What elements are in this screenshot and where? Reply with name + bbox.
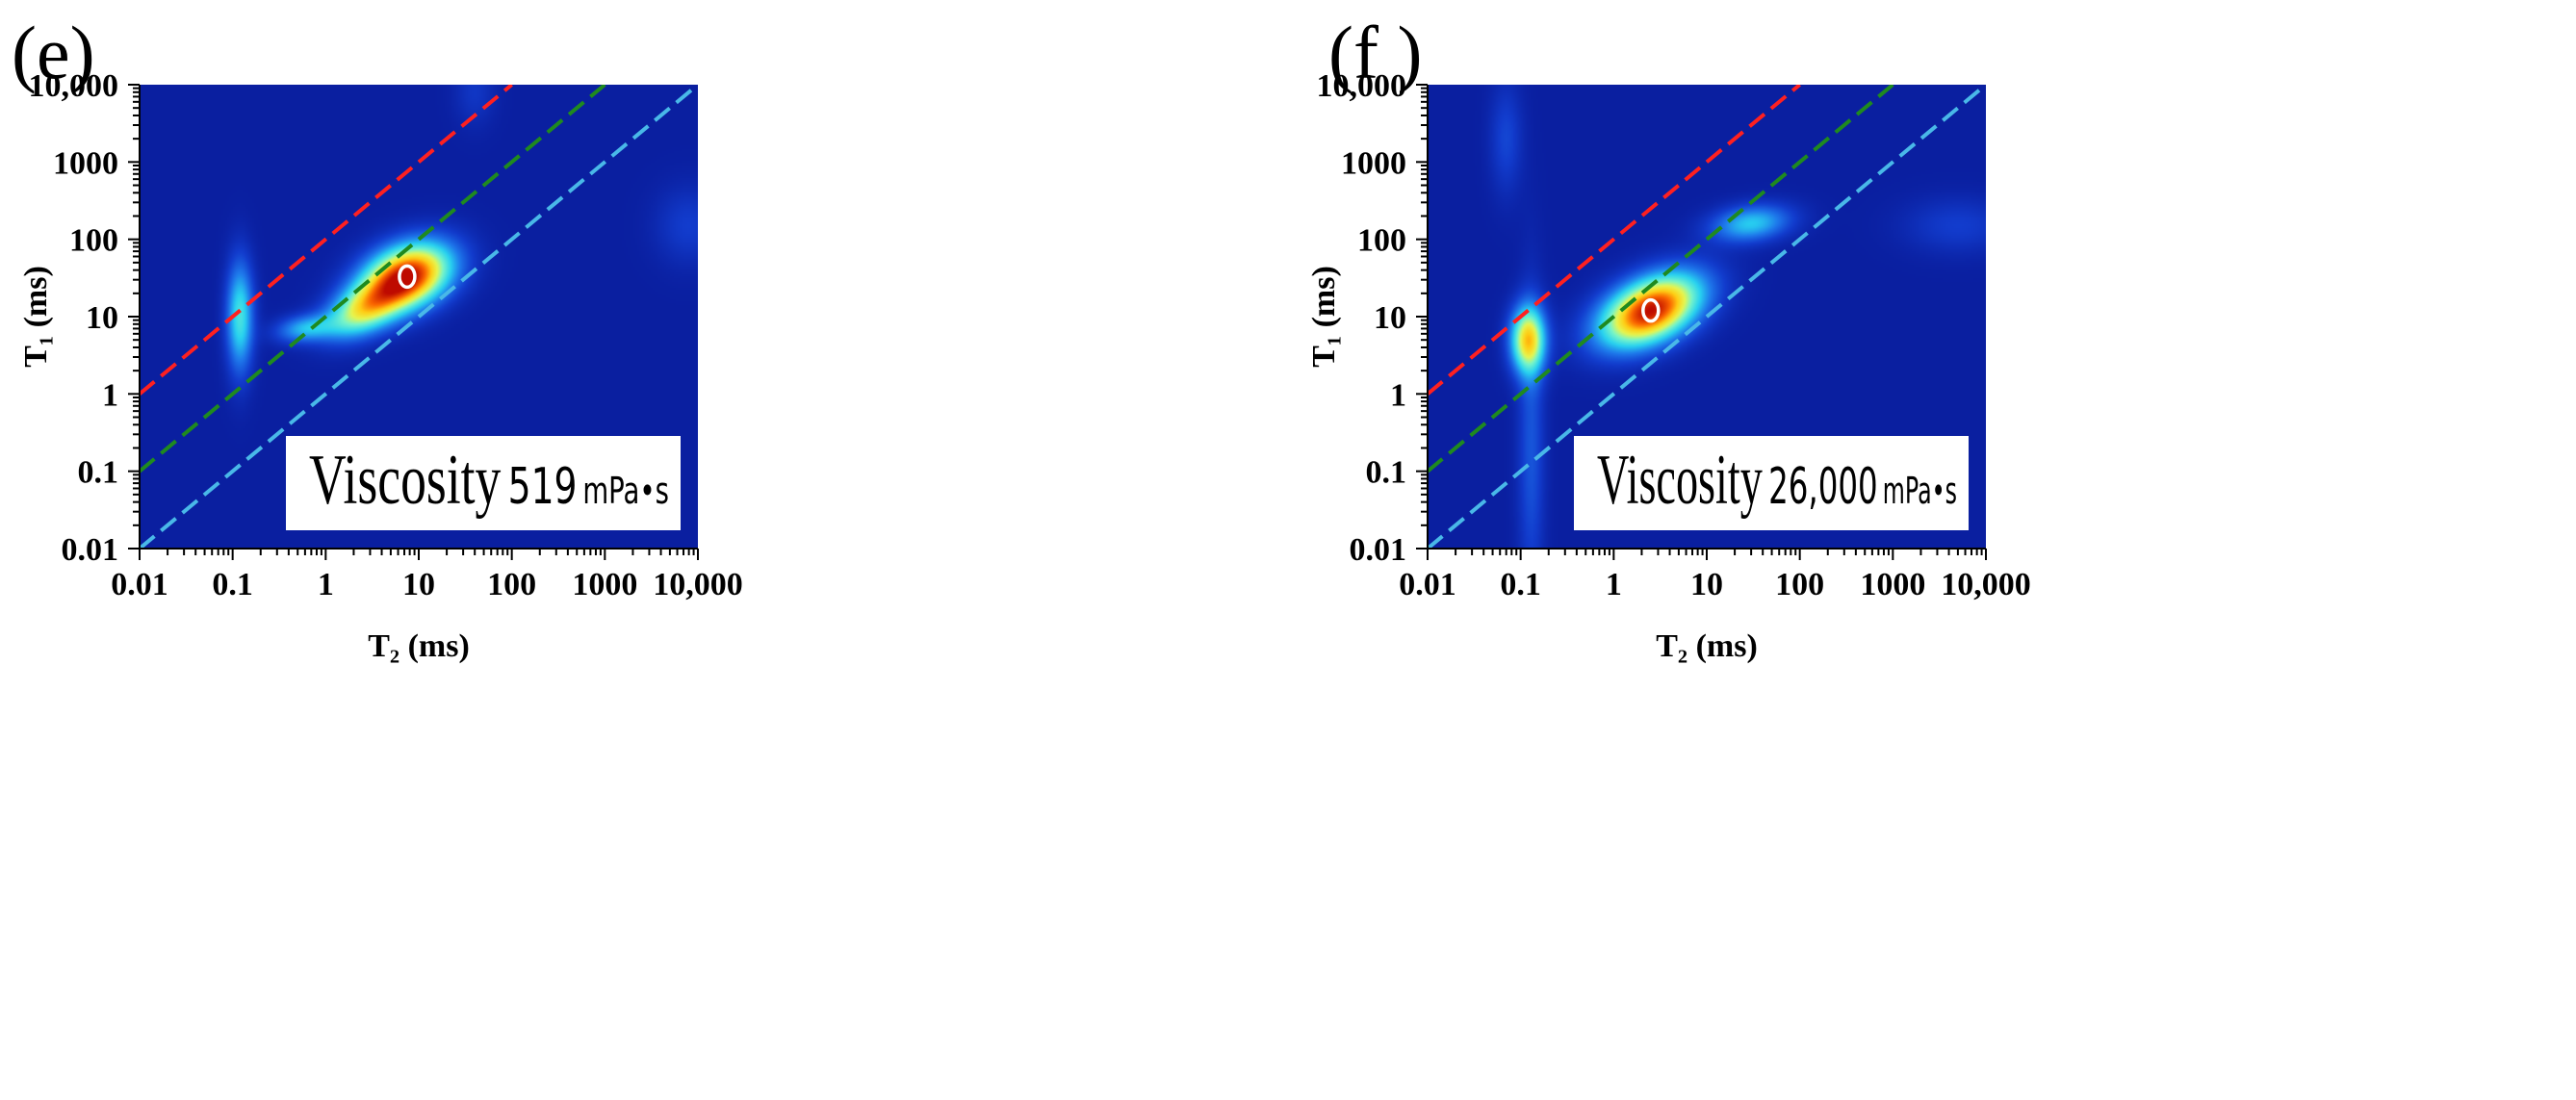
viscosity-annotation: Viscosity26,000mPa•s xyxy=(1597,441,1957,520)
t1-t2-map-f: 0.01 0.1 1 10 100 1000 10,000 0.01 0.1 1 10 100 1000… xyxy=(1306,68,2031,664)
y-axis-label: T₁ (ms) xyxy=(18,266,54,368)
viscosity-box xyxy=(1574,436,1969,530)
y-tick-label: 100 xyxy=(69,223,118,259)
viscosity-value: 519 xyxy=(508,458,578,516)
viscosity-box xyxy=(286,436,681,530)
x-tick-label: 10 xyxy=(402,567,435,602)
panel-label: (e) xyxy=(12,11,95,94)
y-tick-label: 10 xyxy=(86,300,118,336)
panel-f: (f ) 0.01 0.1 1 10 100 1000 10,000 0.01 0.1 1 10 10… xyxy=(1288,0,2576,1100)
reference-line-ratio-10 xyxy=(140,85,606,473)
y-tick-label: 100 xyxy=(1357,223,1406,259)
viscosity-annotation: Viscosity519mPa•s xyxy=(309,441,669,520)
reference-lines xyxy=(140,85,698,549)
y-tick-label: 10,000 xyxy=(29,68,119,104)
x-tick-label: 0.01 xyxy=(1399,567,1456,602)
panel-e: (e) 0.01 0.1 1 10 100 1000 10,000 0.01 0.1 1 10 100… xyxy=(12,11,743,664)
x-tick-label: 0.1 xyxy=(212,567,253,602)
viscosity-label: Viscosity xyxy=(1597,441,1763,520)
x-tick-label: 1000 xyxy=(572,567,637,602)
axis-ticks xyxy=(1416,84,1987,560)
y-tick-label: 1 xyxy=(1390,377,1406,413)
y-tick-label: 10,000 xyxy=(1317,68,1407,104)
y-tick-label: 1000 xyxy=(1341,145,1406,181)
y-tick-label: 0.01 xyxy=(62,532,119,568)
x-tick-label: 1 xyxy=(1606,567,1622,602)
viscosity-value: 26,000 xyxy=(1768,458,1878,516)
t1-t2-map-e: 0.01 0.1 1 10 100 1000 10,000 0.01 0.1 1 10 100 1000… xyxy=(18,68,743,664)
y-tick-label: 1 xyxy=(102,377,118,413)
x-tick-label: 100 xyxy=(487,567,536,602)
y-tick-label: 10 xyxy=(1374,300,1406,336)
reference-line-ratio-10 xyxy=(1428,85,1894,473)
x-axis-label: T₂ (ms) xyxy=(368,628,470,664)
reference-line-ratio-1 xyxy=(140,85,698,549)
x-tick-label: 0.01 xyxy=(111,567,168,602)
x-tick-label: 10,000 xyxy=(1941,567,2031,602)
reference-line-ratio-1 xyxy=(1428,85,1986,549)
y-tick-label: 0.1 xyxy=(1366,455,1407,491)
reference-line-ratio-100 xyxy=(140,85,513,396)
y-axis-label: T₁ (ms) xyxy=(1306,266,1342,368)
peak-marker xyxy=(398,264,417,290)
axis-ticks xyxy=(128,84,699,560)
x-tick-label: 1 xyxy=(318,567,334,602)
x-tick-label: 10,000 xyxy=(653,567,743,602)
x-tick-label: 1000 xyxy=(1860,567,1925,602)
y-tick-label: 1000 xyxy=(53,145,118,181)
x-axis-label: T₂ (ms) xyxy=(1656,628,1758,664)
y-tick-label: 0.01 xyxy=(1350,532,1407,568)
x-tick-label: 100 xyxy=(1775,567,1824,602)
x-tick-label: 0.1 xyxy=(1500,567,1541,602)
viscosity-label: Viscosity xyxy=(309,441,501,520)
viscosity-unit: mPa•s xyxy=(582,470,669,512)
y-tick-label: 0.1 xyxy=(78,455,119,491)
panel-label: (f ) xyxy=(1328,11,1423,94)
viscosity-unit: mPa•s xyxy=(1883,470,1957,512)
reference-line-ratio-100 xyxy=(1428,85,1801,396)
reference-lines xyxy=(1428,85,1986,549)
x-tick-label: 10 xyxy=(1690,567,1723,602)
peak-marker xyxy=(1641,297,1661,323)
